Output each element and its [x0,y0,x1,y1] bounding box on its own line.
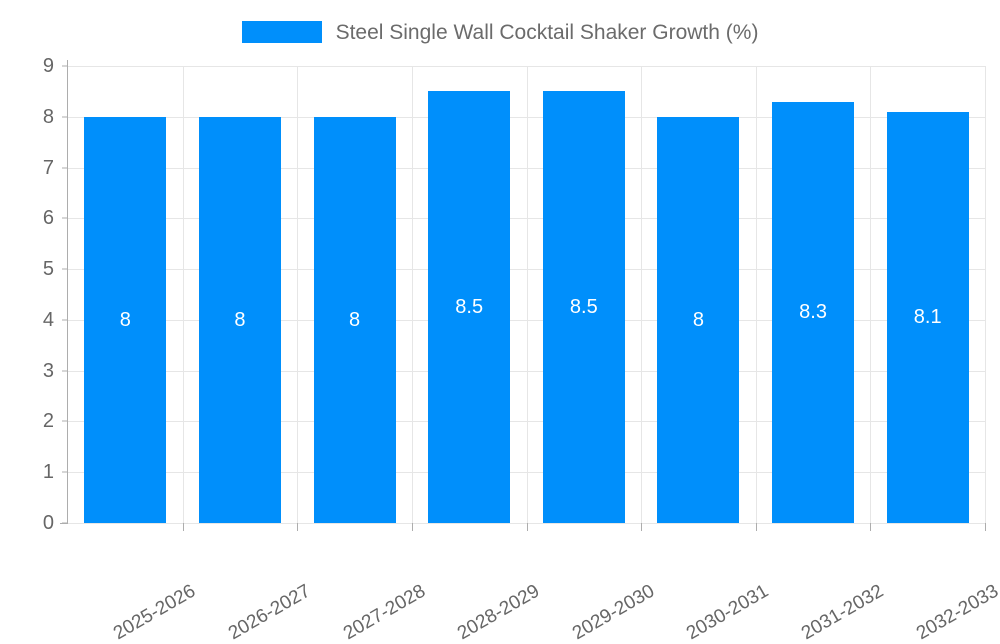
x-axis-tick-mark [183,523,184,531]
y-axis-tick-label: 4 [42,308,54,331]
y-axis-tick-label: 6 [42,207,54,230]
legend-item-steel-single-wall-cocktail-shaker-growth[interactable]: Steel Single Wall Cocktail Shaker Growth… [241,20,759,44]
y-axis-tick-mark [62,471,68,473]
x-gridline [412,66,413,523]
bar-value-label: 8 [119,308,131,331]
y-axis-tick-mark [62,65,68,67]
y-axis-tick-label: 1 [42,461,54,484]
y-gridline [68,218,985,220]
x-axis-tick-mark [297,523,298,531]
y-axis-tick-mark [62,167,68,169]
bar[interactable]: 8.5 [428,91,511,523]
bar-value-label: 8 [234,308,246,331]
x-axis-tick-mark [756,523,757,531]
legend-item-label: Steel Single Wall Cocktail Shaker Growth… [335,20,759,44]
x-axis-tick-mark [412,523,413,531]
x-axis-tick-label: 2027-2028 [339,580,429,644]
x-axis-tick-label: 2030-2031 [683,580,773,644]
bar-value-label: 8.5 [455,296,484,319]
y-axis-tick-mark [62,268,68,270]
y-axis-tick-label: 3 [42,359,54,382]
bar-value-label: 8 [348,308,361,331]
bar[interactable]: 8.1 [886,111,969,523]
y-gridline [68,370,985,372]
y-axis-tick-label: 7 [42,156,54,179]
x-gridline [297,66,298,523]
bar-value-label: 8.3 [799,301,827,324]
x-axis-tick-mark [527,523,528,531]
y-axis-tick-mark [62,370,68,372]
x-axis-tick-label: 2026-2027 [224,580,315,644]
x-axis-tick-mark [985,523,986,531]
x-gridline [527,66,528,523]
x-gridline [870,66,871,523]
y-axis-tick-label: 9 [42,55,54,77]
bar-value-label: 8.1 [913,306,942,329]
x-axis-tick-mark [870,523,871,531]
x-gridline [641,66,642,523]
bar[interactable]: 8 [198,116,281,523]
y-axis-tick-label: 2 [42,410,54,433]
x-axis-tick-label: 2028-2029 [454,580,544,644]
y-axis-tick-mark [62,217,68,219]
x-axis-tick-mark [641,523,642,531]
y-axis-line [67,60,68,524]
chart-legend: Steel Single Wall Cocktail Shaker Growth… [0,18,1000,46]
x-gridline [985,66,986,523]
x-axis-tick-label: 2025-2026 [110,580,200,644]
bar[interactable]: 8 [313,116,396,523]
y-gridline [68,523,985,524]
x-gridline [756,66,757,523]
x-axis-tick-label: 2029-2030 [568,580,658,644]
y-gridline [68,66,985,67]
plot-area: 8 8 8 8.5 8.5 8 8.3 8.1 [68,66,986,524]
y-gridline [68,269,985,271]
y-axis-tick-mark [62,116,68,118]
y-axis-ticks: 0 1 2 3 4 5 6 7 8 9 [0,56,54,533]
y-axis-tick-label: 5 [42,258,54,281]
y-gridline [68,116,985,118]
y-axis-tick-mark [62,319,68,321]
y-gridline [68,319,985,321]
y-gridline [68,472,985,474]
bar[interactable]: 8.3 [772,101,855,523]
y-axis-tick-label: 0 [42,512,54,534]
x-gridline [183,66,184,523]
y-axis-tick-mark [62,420,68,422]
bar[interactable]: 8.5 [542,91,625,523]
y-gridline [68,167,985,169]
x-axis-tick-label: 2032-2033 [912,580,1000,644]
y-gridline [68,421,985,423]
legend-color-swatch [241,21,322,43]
bar-value-label: 8 [692,308,704,331]
bar[interactable]: 8 [657,116,740,523]
bar-chart: Steel Single Wall Cocktail Shaker Growth… [0,18,1000,644]
y-axis-tick-label: 8 [42,105,54,128]
y-axis-tick-mark [62,522,68,524]
x-axis-tick-label: 2031-2032 [798,580,888,644]
bar[interactable]: 8 [84,116,167,523]
bar-value-label: 8.5 [569,296,598,319]
